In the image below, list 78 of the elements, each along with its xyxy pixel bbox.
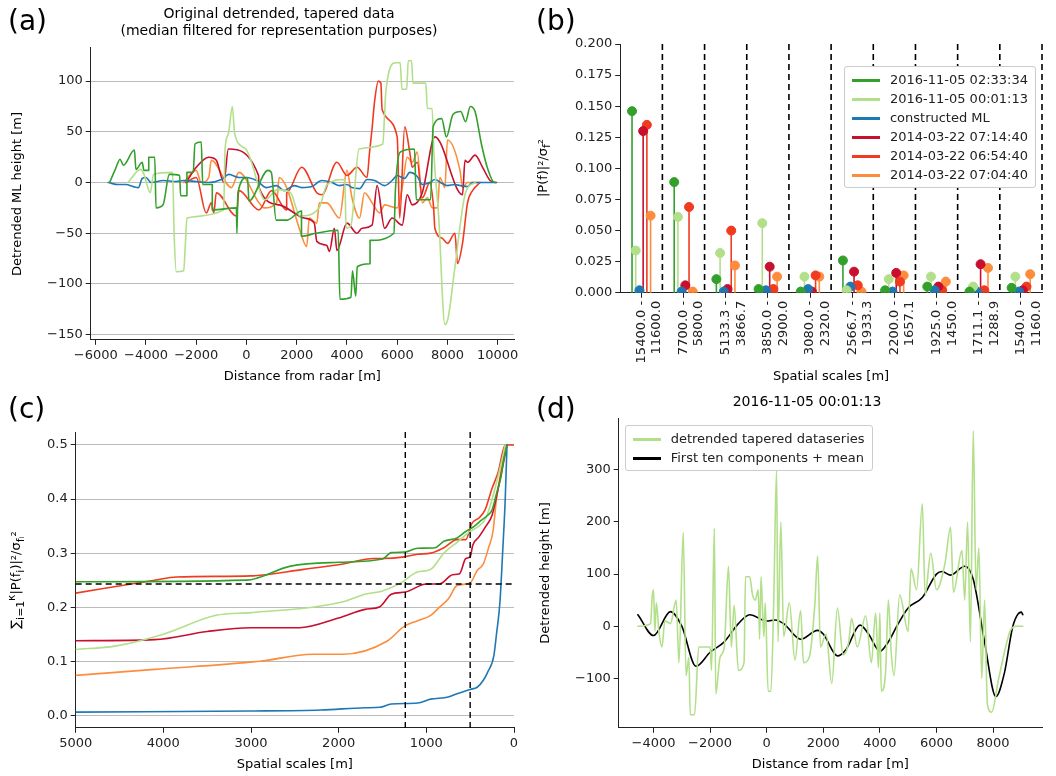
y-tick-label: −100 xyxy=(46,275,83,291)
x-tick-label: 2200.0 - 1657.1 xyxy=(885,300,917,356)
x-tick-label: 5133.3 - 3866.7 xyxy=(717,300,748,356)
x-axis-title: Spatial scales [m] xyxy=(773,367,890,383)
x-tick-label: 0 xyxy=(762,734,771,750)
y-tick-label: −150 xyxy=(46,326,83,342)
y-tick-label: −50 xyxy=(55,224,83,240)
y-tick-label: −100 xyxy=(574,669,611,685)
x-tick-label: 7700.0 - 5800.0 xyxy=(674,300,706,356)
y-axis-title: Detrended height [m] xyxy=(536,502,552,645)
y-tick-label: 0.5 xyxy=(46,436,68,452)
legend-label: 2016-11-05 00:01:13 xyxy=(889,91,1028,106)
y-tick-label: 0.175 xyxy=(575,66,613,82)
x-tick-label: 15400.0 - 11600.0 xyxy=(632,300,664,364)
y-tick-label: 0.000 xyxy=(575,284,613,300)
y-tick-label: 300 xyxy=(585,461,611,477)
x-tick-label: 6000 xyxy=(380,346,414,362)
y-tick-label: 100 xyxy=(585,565,611,581)
x-tick-label: 1540.0 - 1160.0 xyxy=(1012,300,1043,356)
y-tick-label: 0.125 xyxy=(575,128,613,144)
y-tick-label: 0.0 xyxy=(46,706,68,722)
y-tick-label: 0.050 xyxy=(575,221,613,237)
y-tick-label: 0.025 xyxy=(575,253,613,269)
x-tick-label: 2566.7 - 1933.3 xyxy=(843,300,875,356)
text: (b) xyxy=(536,4,576,37)
legend-label: 2016-11-05 02:33:34 xyxy=(889,72,1028,87)
legend-label: detrended tapered dataseries xyxy=(670,430,865,446)
y-tick-label: 50 xyxy=(66,123,83,139)
x-tick-label: 1711.1 - 1288.9 xyxy=(970,300,1001,356)
x-tick-label: −6000 xyxy=(73,346,118,362)
x-tick-label: 2000 xyxy=(806,734,840,750)
x-tick-label: 4000 xyxy=(330,346,364,362)
text: (d) xyxy=(536,392,576,425)
x-tick-label: 6000 xyxy=(919,734,954,750)
y-tick-label: 0 xyxy=(602,617,611,633)
x-tick-label: 1925.0 - 1450.0 xyxy=(927,300,959,356)
legend-label: First ten components + mean xyxy=(670,449,865,465)
x-tick-label: −4000 xyxy=(631,734,676,750)
x-tick-label: 1000 xyxy=(409,734,443,750)
x-tick-label: 8000 xyxy=(976,734,1010,750)
x-tick-label: 2000 xyxy=(280,346,314,362)
y-tick-label: 0.1 xyxy=(46,652,68,668)
x-tick-label: 4000 xyxy=(146,734,180,750)
chart-title: Original detrended, tapered data (median filtered for representation purposes) xyxy=(120,5,438,38)
text: (a) xyxy=(8,4,48,37)
x-tick-label: −4000 xyxy=(123,346,168,362)
y-tick-label: 0.100 xyxy=(575,159,613,175)
y-tick-label: 0.150 xyxy=(575,97,613,113)
y-tick-label: 100 xyxy=(57,72,83,88)
y-tick-label: 0.200 xyxy=(575,35,613,51)
legend-label: constructed ML xyxy=(889,110,990,125)
x-tick-label: 3000 xyxy=(234,734,268,750)
x-tick-label: 3850.0 - 2900.0 xyxy=(759,300,790,356)
y-tick-label: 0.2 xyxy=(46,598,68,614)
y-tick-label: 200 xyxy=(585,513,611,529)
legend-label: 2014-03-22 07:14:40 xyxy=(889,129,1028,144)
x-tick-label: 3080.0 - 2320.0 xyxy=(801,300,832,356)
x-axis-title: Spatial scales [m] xyxy=(236,755,353,771)
x-axis-title: Distance from radar [m] xyxy=(223,367,381,383)
x-tick-label: 2000 xyxy=(322,734,356,750)
y-tick-label: 0.075 xyxy=(575,190,613,206)
x-tick-label: 10000 xyxy=(476,346,519,362)
x-tick-label: 5000 xyxy=(59,734,93,750)
x-axis-title: Distance from radar [m] xyxy=(751,755,909,771)
x-tick-label: 0 xyxy=(242,346,251,362)
legend-label: 2014-03-22 06:54:40 xyxy=(889,148,1028,163)
x-tick-label: −2000 xyxy=(174,346,219,362)
y-tick-label: 0.4 xyxy=(46,490,68,506)
text: (c) xyxy=(8,392,46,425)
x-tick-label: 4000 xyxy=(863,734,897,750)
x-tick-label: 0 xyxy=(509,734,519,750)
legend-label: 2014-03-22 07:04:40 xyxy=(889,167,1028,182)
x-tick-label: 8000 xyxy=(430,346,464,362)
x-tick-label: −2000 xyxy=(688,734,733,750)
chart-title: 2016-11-05 00:01:13 xyxy=(732,393,882,410)
y-tick-label: 0.3 xyxy=(46,544,68,560)
y-axis-title: Detrended ML height [m] xyxy=(8,111,24,276)
y-tick-label: 0 xyxy=(74,173,83,189)
